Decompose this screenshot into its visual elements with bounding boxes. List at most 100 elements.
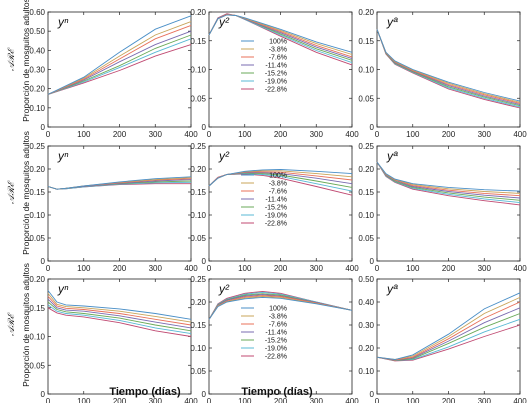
x-tick-label: 0	[207, 397, 212, 403]
panel-label: y²	[218, 149, 230, 163]
y-tick-label: 0.25	[358, 142, 374, 151]
y-tick-label: 0.10	[358, 66, 374, 75]
series-line	[47, 307, 192, 337]
panel-label: yⁿ	[57, 149, 69, 163]
row-tag: 𝒜ℛℰ	[6, 311, 16, 336]
y-tick-label: 0	[202, 257, 207, 266]
y-tick-label: 0.10	[29, 104, 45, 113]
y-tick-label: 0	[370, 257, 375, 266]
row-tag: 𝒜ℛℰ	[6, 179, 16, 204]
y-tick-label: 0	[41, 257, 46, 266]
series-line	[47, 290, 192, 320]
x-axis-label: Tiempo (días)	[109, 386, 181, 398]
x-tick-label: 300	[149, 130, 163, 139]
x-tick-label: 300	[149, 264, 163, 273]
plot-frame	[47, 11, 192, 128]
y-tick-label: 0.10	[358, 367, 374, 376]
x-tick-label: 100	[77, 264, 91, 273]
x-tick-label: 200	[274, 130, 288, 139]
x-tick-label: 200	[113, 397, 127, 403]
series-line	[47, 304, 192, 335]
series-line	[47, 295, 192, 326]
series-line	[376, 161, 521, 192]
y-tick-label: 0.15	[358, 188, 374, 197]
y-tick-label: 0.05	[358, 94, 374, 103]
chart-panel: 0 0.10 0.20 0.30 0.40 0.50 0 100 200 300 400 yª	[358, 275, 527, 403]
series-line	[47, 30, 192, 95]
panel-label: yª	[386, 282, 398, 296]
x-tick-label: 0	[46, 130, 51, 139]
x-tick-label: 400	[513, 397, 527, 403]
x-tick-label: 100	[238, 130, 252, 139]
series-line	[47, 176, 192, 190]
y-tick-label: 0.20	[29, 165, 45, 174]
y-tick-label: 0.20	[190, 8, 206, 17]
x-tick-label: 400	[345, 130, 359, 139]
series-line	[208, 14, 353, 53]
x-tick-label: 300	[149, 397, 163, 403]
y-tick-label: 0.20	[29, 275, 45, 284]
legend-entry: 100%	[269, 173, 287, 180]
series-line	[47, 24, 192, 95]
chart-panel: 0 0.05 0.10 0.15 0.20 0.25 0 100 200 300 400 y² 100%…	[190, 142, 359, 273]
y-tick-label: 0	[202, 390, 207, 399]
legend-entry: -22.8%	[265, 87, 287, 94]
y-axis-label: Proporción de mosquitos adultos	[21, 263, 31, 387]
x-tick-label: 100	[406, 130, 420, 139]
y-tick-label: 0	[41, 390, 46, 399]
series-line	[47, 301, 192, 332]
series-line	[376, 29, 521, 102]
x-axis-label: Tiempo (días)	[241, 386, 313, 398]
y-tick-label: 0.50	[358, 275, 374, 284]
y-tick-label: 0.25	[190, 142, 206, 151]
x-tick-label: 400	[513, 264, 527, 273]
legend-entry: -3.8%	[269, 47, 287, 54]
x-tick-label: 400	[184, 397, 198, 403]
legend-entry: -19.0%	[265, 213, 287, 220]
legend-entry: -19.0%	[265, 346, 287, 353]
x-tick-label: 200	[442, 264, 456, 273]
series-line	[47, 21, 192, 95]
y-tick-label: 0.25	[190, 275, 206, 284]
legend-entry: -11.4%	[265, 197, 287, 204]
x-tick-label: 400	[513, 130, 527, 139]
x-tick-label: 100	[238, 264, 252, 273]
y-tick-label: 0.15	[29, 304, 45, 313]
y-tick-label: 0.20	[29, 85, 45, 94]
y-tick-label: 0.40	[358, 298, 374, 307]
panel-grid: 0 0.10 0.20 0.30 0.40 0.50 0.60 0 100 200 300 400 yⁿ…	[29, 8, 527, 403]
plot-frame	[47, 278, 192, 395]
legend-entry: -22.8%	[265, 354, 287, 361]
x-tick-label: 0	[207, 264, 212, 273]
x-tick-label: 100	[77, 397, 91, 403]
shared-labels: Tiempo (días) Tiempo (días) Proporción d…	[6, 0, 313, 398]
legend-entry: -7.6%	[269, 55, 287, 62]
x-tick-label: 0	[375, 397, 380, 403]
panel-label: yⁿ	[57, 15, 69, 29]
x-tick-label: 300	[310, 264, 324, 273]
chart-panel: 0 0.10 0.20 0.30 0.40 0.50 0.60 0 100 200 300 400 yⁿ	[29, 8, 198, 139]
chart-panel: 0 0.05 0.10 0.15 0.20 0 100 200 300 400 yⁿ	[29, 275, 198, 403]
series-line	[376, 292, 521, 360]
x-tick-label: 300	[478, 130, 492, 139]
y-axis-label: Proporción de mosquitos adultos	[21, 131, 31, 255]
series-line	[208, 296, 353, 320]
y-tick-label: 0	[202, 123, 207, 132]
y-tick-label: 0.15	[190, 188, 206, 197]
series-line	[47, 15, 192, 95]
legend-entry: -3.8%	[269, 314, 287, 321]
y-tick-label: 0.20	[358, 344, 374, 353]
y-tick-label: 0.15	[29, 188, 45, 197]
series-line	[47, 38, 192, 95]
plot-frame	[47, 145, 192, 262]
x-tick-label: 100	[406, 397, 420, 403]
panel-label: yª	[386, 15, 398, 29]
x-tick-label: 200	[274, 397, 288, 403]
x-tick-label: 400	[184, 130, 198, 139]
legend-entry: -22.8%	[265, 221, 287, 228]
y-tick-label: 0	[41, 123, 46, 132]
y-tick-label: 0.05	[358, 234, 374, 243]
x-tick-label: 0	[46, 264, 51, 273]
y-tick-label: 0.05	[190, 94, 206, 103]
